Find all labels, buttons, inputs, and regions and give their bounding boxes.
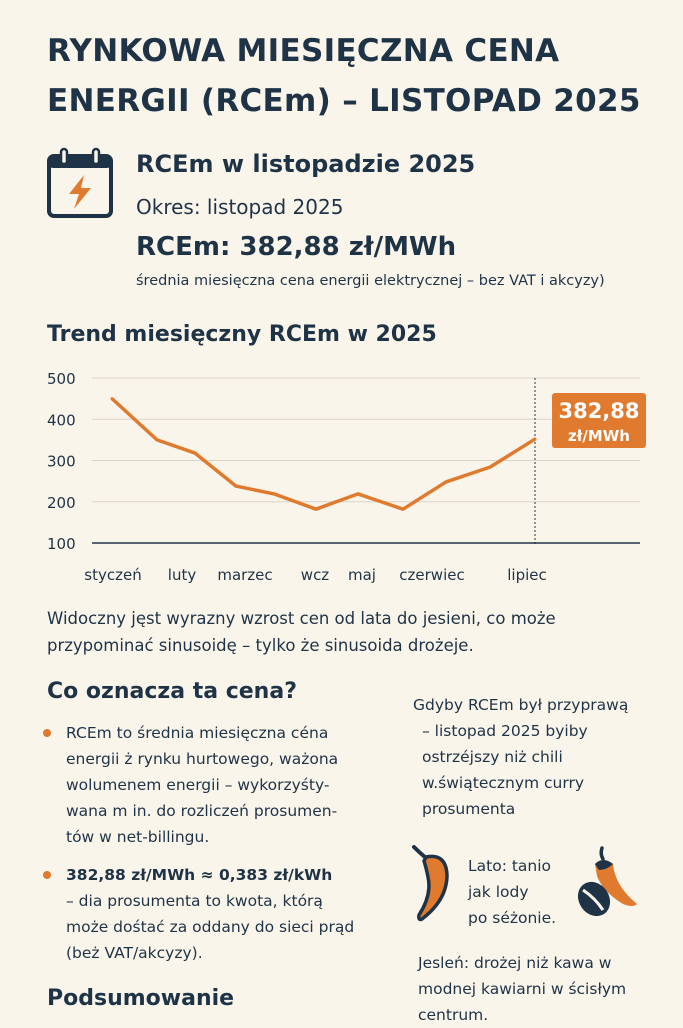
period-text: Okres: listopad 2025 [136,195,344,219]
trend-comment-line-1: Widoczny jęst wyrazny wzrost cen od lata… [47,609,556,628]
x-tick-label: styczeń [84,566,141,584]
price-note: średnia miesięczna cena energii elektryc… [136,273,605,289]
coffee-bean-icon [577,881,611,917]
meaning-bullet-1: RCEm to średnia miesięczna céna energii … [43,720,387,850]
bullet-line: – dia prosumenta to kwota, którą [66,892,323,910]
data-point [234,484,238,488]
calendar-lightning-icon [47,147,113,218]
data-point [444,480,448,484]
spice-line: Gdyby RCEm był przyprawą [413,696,629,714]
summer-line: Lato: tanio [468,857,552,875]
spice-line: prosumenta [422,800,516,818]
meaning-heading: Co oznacza ta cena? [47,679,297,704]
data-point [488,465,492,469]
summer-line: po séżonie. [468,909,557,927]
trend-heading: Trend miesięczny RCEm w 2025 [47,322,437,347]
autumn-line: modnej kawiarni w ścisłym [418,980,627,998]
data-point [356,492,360,496]
meaning-bullet-2: 382,88 zł/MWh ≈ 0,383 zł/kWh – dia prosu… [43,862,407,966]
bullet-dot [43,871,51,879]
spice-text: Gdyby RCEm był przyprawą – listopad 2025… [413,692,628,822]
price-text: RCEm: 382,88 zł/MWh [136,232,457,262]
bullet-dot [43,729,51,737]
trend-chart: 500 400 300 200 100 styczeń luty marzec wcz maj c… [47,370,646,584]
trend-comment-line-2: przypominać sinusoidę – tylko że sinusoi… [47,636,474,655]
bullet-line: wolumenem energii – wykorzyśty- [66,776,330,794]
bullet-line: (beż VAT/akcyzy). [66,944,203,962]
rcem-series-line [110,397,536,511]
spice-line: w.świątecznym curry [422,774,585,792]
autumn-text: Jesleń: drożej niż kawa w modnej kawiarn… [418,950,626,1028]
bullet-line: tów w net-billingu. [66,828,210,846]
y-tick-label: 500 [47,370,76,388]
coffee-chili-icon [577,846,637,917]
x-tick-label: marzec [217,566,272,584]
page-title: RYNKOWA MIESIĘCZNA CENA ENERGII (RCEm) –… [47,26,641,126]
summer-line: jak lody [468,883,529,901]
data-point [401,507,405,511]
x-tick-label: wcz [301,566,330,584]
x-tick-label: czerwiec [399,566,464,584]
title-line-2: ENERGII (RCEm) – LISTOPAD 2025 [47,83,641,119]
summer-text: Lato: tanio jak lody po séżonie. [468,853,556,931]
y-tick-label: 400 [47,411,76,429]
y-tick-label: 200 [47,494,76,512]
spice-line: – listopad 2025 byiby [422,722,588,740]
chili-pepper-icon [412,845,449,922]
summary-heading: RCEm w listopadzie 2025 [136,150,476,178]
bullet-line: może dośtać za oddany do sieci prąd [66,918,355,936]
title-line-1: RYNKOWA MIESIĘCZNA CENA [47,33,560,69]
trend-comment: Widoczny jęst wyrazny wzrost cen od lata… [47,605,556,659]
callout-value: 382,88 [558,399,639,423]
bullet-line: wana m in. do rozliczeń prosumen- [66,802,338,820]
x-tick-label: luty [168,566,197,584]
price-callout: 382,88 zł/MWh [552,393,646,448]
data-point [110,397,114,401]
y-tick-label: 300 [47,453,76,471]
summary-section-heading: Podsumowanie [47,986,235,1011]
spice-line: ostrzéjszy niż chili [422,748,563,766]
data-point [314,507,318,511]
x-tick-label: maj [348,566,376,584]
data-point [155,438,159,442]
autumn-line: Jesleń: drożej niż kawa w [418,954,612,972]
bullet-bold: 382,88 zł/MWh ≈ 0,383 zł/kWh [66,866,333,884]
bullet-line: energii ż rynku hurtowego, ważona [66,750,339,768]
y-tick-label: 100 [47,535,76,553]
callout-unit: zł/MWh [568,427,630,445]
data-point [533,437,537,441]
data-point [193,451,197,455]
x-tick-label: lipiec [507,566,547,584]
chili-pepper-icon [595,846,637,906]
data-point [272,492,276,496]
autumn-line: centrum. [418,1006,489,1024]
bullet-line: RCEm to średnia miesięczna céna [66,724,329,742]
